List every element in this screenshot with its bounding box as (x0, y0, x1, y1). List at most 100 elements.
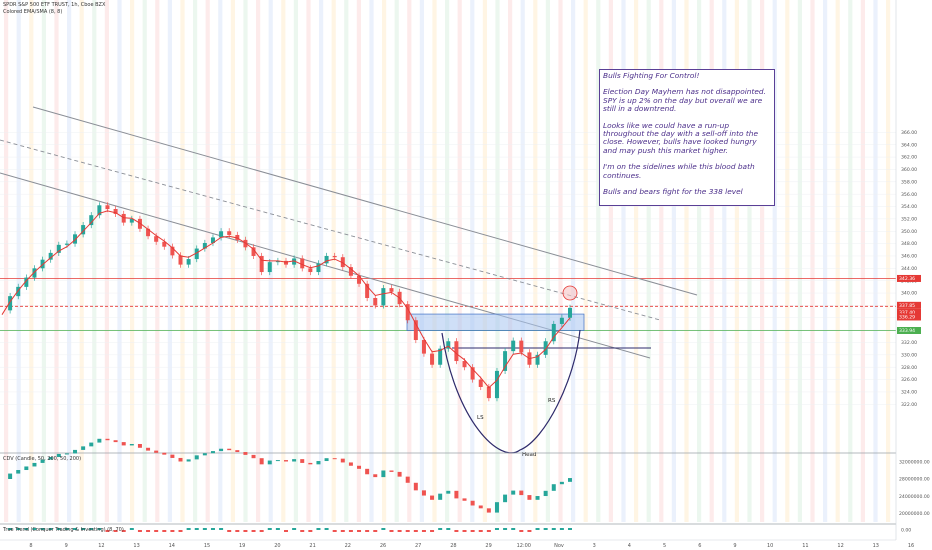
session-band (331, 0, 336, 522)
session-band (155, 0, 160, 522)
candle-body (470, 367, 475, 380)
price-axis[interactable]: 366.00 364.00 362.00 360.00 358.00 356.00 354.… (895, 0, 921, 540)
time-tick-label: 4 (628, 543, 631, 549)
time-tick-label: 19 (239, 543, 245, 549)
session-band (671, 0, 676, 522)
cdv-bar (430, 495, 435, 500)
session-band (533, 0, 538, 522)
cdv-bar (413, 482, 418, 491)
trend-bar (543, 528, 548, 530)
session-band (545, 0, 550, 522)
cdv-bar (551, 484, 556, 491)
candle-body (292, 258, 297, 265)
session-band (445, 0, 450, 522)
price-label-box (897, 301, 921, 309)
price-label-text: 337.40 (899, 310, 915, 316)
session-band (142, 0, 147, 522)
session-band (369, 0, 374, 522)
cdv-bar (503, 494, 508, 503)
candle-body (324, 255, 329, 264)
candle-body (340, 257, 345, 268)
cdv-bar (48, 457, 53, 460)
candle-body (543, 341, 548, 355)
price-tick-label: 324.00 (901, 390, 917, 396)
trend-bar (381, 528, 386, 530)
candle-body (113, 209, 118, 214)
session-band (29, 0, 34, 522)
session-band (4, 0, 9, 522)
cdv-bar (105, 438, 110, 441)
trend-label[interactable]: True Trend (Conquer Trading & Investing)… (3, 527, 124, 533)
candle-body (227, 231, 232, 235)
time-tick-label: 12 (98, 543, 104, 549)
trend-bar (405, 530, 410, 532)
trend-bar (446, 528, 451, 530)
cdv-tick-label: 20000000.00 (899, 511, 930, 517)
price-label-box (897, 327, 921, 334)
session-band (860, 0, 865, 522)
cdv-bar (16, 470, 21, 474)
trend-bar (243, 530, 248, 532)
trend-bar (478, 530, 483, 532)
candle-body (219, 231, 224, 238)
trend-bar (64, 528, 69, 530)
price-tick-label: 332.00 (901, 340, 917, 346)
cdv-bar (113, 440, 118, 443)
cdv-bar (494, 502, 499, 513)
symbol-title[interactable]: SPDR S&P 500 ETF TRUST, 1h, Cboe BZX (3, 2, 106, 8)
session-band (167, 0, 172, 522)
price-tick-label: 346.00 (901, 254, 917, 260)
cdv-bar (511, 490, 516, 495)
cdv-bar (292, 459, 297, 462)
session-band (104, 0, 109, 522)
cdv-tick-label: 32000000.00 (899, 459, 930, 465)
price-tick-label: 358.00 (901, 179, 917, 185)
trend-tick-label: 0.00 (901, 528, 911, 534)
trend-bar (89, 528, 94, 530)
cdv-tick-label: 28000000.00 (899, 477, 930, 483)
cdv-bar (454, 490, 459, 499)
trend-bar (494, 528, 499, 530)
cdv-bar (527, 495, 532, 500)
trend-bar (251, 530, 256, 532)
candle-body (235, 234, 240, 240)
cdv-bar (357, 465, 362, 469)
candle-body (348, 267, 353, 276)
cdv-bar (267, 460, 272, 465)
session-band (797, 0, 802, 522)
cdv-bar (486, 508, 491, 513)
label-head: Head (522, 452, 536, 458)
time-tick-label: 5 (663, 543, 666, 549)
price-label-box (897, 308, 921, 316)
session-band (608, 0, 613, 522)
session-band (684, 0, 689, 522)
session-band (281, 0, 286, 522)
cdv-bar (348, 462, 353, 466)
cdv-bar (129, 443, 134, 446)
candle-body (332, 255, 337, 258)
session-band (457, 0, 462, 522)
cdv-label[interactable]: CDV (Candle, 50, 200, 50, 200) (3, 456, 82, 462)
indicator-label[interactable]: Colored EMA/SMA (8, 8) (3, 9, 63, 15)
trend-bar (81, 528, 86, 530)
time-tick-label: 16 (908, 543, 914, 549)
supply-zone (406, 313, 585, 331)
session-band (621, 0, 626, 522)
cdv-bar (8, 473, 13, 479)
candle-body (559, 317, 564, 324)
session-band (54, 0, 59, 522)
price-tick-label: 362.00 (901, 155, 917, 161)
candle-body (210, 237, 215, 243)
cdv-bar (81, 446, 86, 450)
time-tick-label: 13 (133, 543, 139, 549)
head-shoulders-pattern: LS RS Head (441, 285, 581, 458)
cdv-bar (300, 459, 305, 463)
cdv-bar (154, 450, 159, 453)
time-axis[interactable]: 8 9 12 13 14 15 19 20 21 22 26 27 28 29 12:00 Nov 3 4 5 6 9 1… (0, 539, 914, 549)
candle-body (97, 205, 102, 216)
trend-bar (56, 528, 61, 530)
cdv-bar (421, 490, 426, 496)
candle-body (251, 247, 256, 256)
session-band (67, 0, 72, 522)
